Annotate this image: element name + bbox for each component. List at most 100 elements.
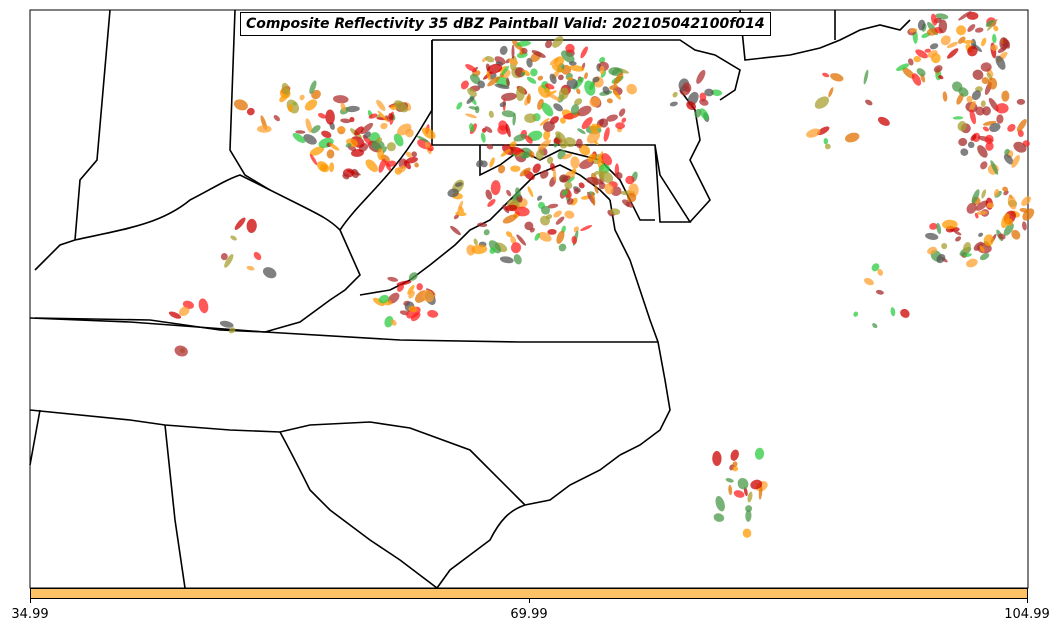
paintball-blob (578, 144, 591, 156)
paintball-blob (958, 137, 968, 147)
paintball-blob (393, 133, 404, 147)
paintball-blob (916, 68, 926, 77)
paintball-blob (360, 122, 374, 135)
paintball-blob (546, 156, 554, 164)
paintball-blob (1003, 223, 1014, 236)
paintball-blob (531, 50, 546, 58)
paintball-blob (745, 509, 752, 522)
paintball-blob (427, 147, 433, 152)
paintball-blob (1003, 154, 1014, 165)
border-indiana-ohio (74, 9, 111, 241)
paintball-blob (929, 43, 939, 50)
paintball-blob (376, 137, 383, 143)
paintball-blob (599, 118, 609, 128)
paintball-blob (946, 41, 958, 49)
paintball-blob (299, 94, 305, 101)
paintball-blob (528, 150, 535, 158)
paintball-blob (526, 57, 533, 68)
paintball-blob (546, 92, 561, 102)
paintball-blob (936, 254, 946, 264)
paintball-blob (553, 210, 562, 218)
paintball-blob (586, 176, 601, 185)
paintball-blob (598, 181, 606, 190)
paintball-blob (942, 219, 958, 230)
paintball-blob (537, 75, 544, 81)
paintball-blob (456, 101, 463, 110)
paintball-blob (604, 183, 614, 195)
paintball-blob (982, 126, 990, 132)
paintball-blob (877, 116, 890, 126)
paintball-blob (506, 189, 512, 197)
paintball-blob (853, 311, 859, 317)
paintball-blob (378, 294, 390, 304)
paintball-blob (483, 229, 490, 236)
border-north-carolina-south-carolina (29, 409, 526, 506)
paintball-blob (520, 71, 526, 77)
paintball-blob (405, 151, 413, 158)
paintball-blob (611, 68, 621, 75)
border-tennessee-west (29, 409, 41, 466)
paintball-blob (408, 272, 418, 281)
paintball-blob (494, 83, 510, 90)
border-ohio-west-virginia (229, 9, 433, 231)
paintball-blob (304, 99, 318, 111)
paintball-blob (877, 269, 884, 276)
paintball-blob (559, 174, 569, 183)
paintball-blob (584, 80, 596, 96)
paintball-blob (1019, 207, 1030, 213)
paintball-blob (556, 230, 565, 244)
paintball-blob (730, 449, 739, 461)
paintball-blob (351, 149, 364, 157)
paintball-blob (615, 172, 623, 180)
paintball-blob (545, 40, 553, 49)
paintball-blob (863, 277, 874, 286)
paintball-blob (952, 116, 964, 120)
paintball-blob (1004, 148, 1010, 155)
paintball-blob (500, 148, 511, 157)
paintball-blob (747, 491, 753, 503)
paintball-blob (422, 290, 434, 303)
paintball-blob (567, 176, 575, 183)
paintball-blob (985, 141, 994, 151)
paintball-blob (321, 130, 332, 138)
paintball-blob (552, 35, 564, 48)
paintball-blob (606, 114, 618, 122)
paintball-blob (742, 528, 752, 538)
paintball-blob (696, 69, 706, 84)
paintball-blob (580, 225, 593, 231)
paintball-blob (505, 123, 511, 138)
paintball-blob (626, 192, 637, 203)
paintball-blob (390, 319, 397, 326)
paintball-blob (606, 98, 613, 104)
paintball-blob (473, 238, 478, 246)
paintball-blob (393, 100, 409, 113)
paintball-blob (471, 244, 488, 255)
paintball-blob (1007, 123, 1016, 132)
paintball-blob (549, 73, 557, 84)
paintball-blob (345, 143, 352, 148)
paintball-blob (326, 149, 335, 159)
paintball-blob (997, 46, 1007, 53)
paintball-blob (336, 127, 346, 133)
paintball-blob (871, 263, 880, 272)
paintball-blob (941, 243, 948, 250)
paintball-blob (365, 159, 378, 172)
paintball-blob (875, 289, 884, 295)
paintball-blob (990, 160, 999, 175)
paintball-blob (504, 204, 518, 211)
paintball-blob (715, 496, 725, 512)
paintball-blob (540, 170, 549, 179)
paintball-blob (1002, 37, 1010, 49)
paintball-blob (930, 13, 938, 26)
paintball-blob (382, 146, 387, 153)
paintball-blob (396, 280, 412, 286)
paintball-blob (497, 125, 509, 135)
paintball-blob (516, 234, 527, 246)
paintball-blob (535, 149, 545, 160)
paintball-blob (408, 305, 418, 313)
paintball-blob (561, 50, 575, 63)
paintball-blob (704, 88, 714, 97)
paintball-blob (733, 490, 745, 498)
paintball-blob (228, 327, 236, 334)
paintball-blob (460, 80, 469, 90)
